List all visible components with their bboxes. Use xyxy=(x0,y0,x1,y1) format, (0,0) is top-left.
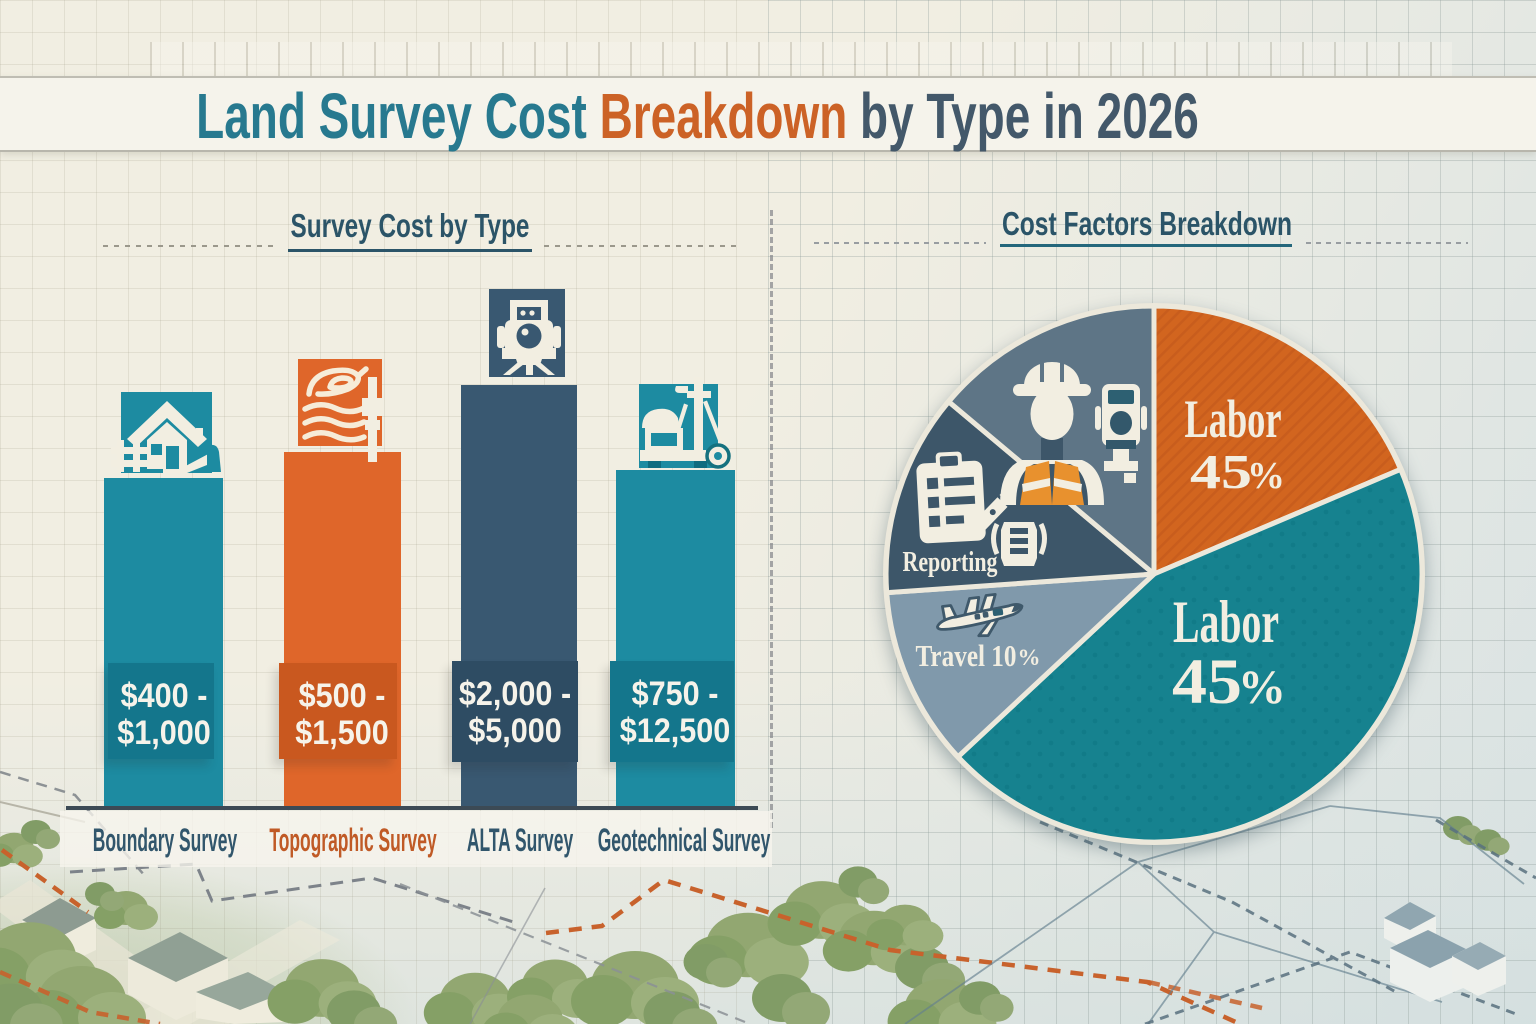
svg-text:45: 45 xyxy=(1172,646,1242,718)
svg-text:45: 45 xyxy=(1190,444,1252,499)
svg-text:Travel 10: Travel 10 xyxy=(916,638,1017,673)
svg-text:Labor: Labor xyxy=(1173,589,1279,655)
svg-text:%: % xyxy=(1018,645,1041,670)
svg-text:Labor: Labor xyxy=(1185,389,1282,449)
svg-text:Reporting: Reporting xyxy=(903,546,998,578)
svg-text:%: % xyxy=(1238,661,1286,714)
svg-text:%: % xyxy=(1247,455,1285,497)
